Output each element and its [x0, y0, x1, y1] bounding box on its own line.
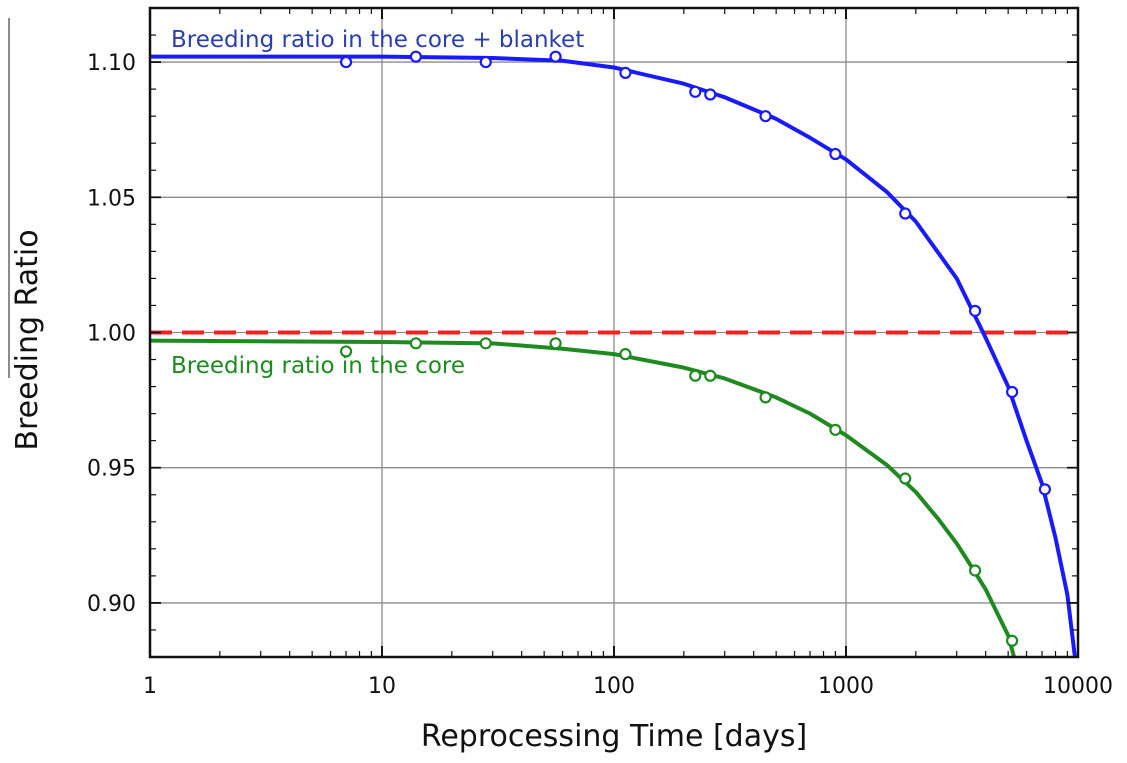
core-blanket-data-point [409, 50, 423, 63]
core-annotation: Breeding ratio in the core [171, 353, 465, 379]
core-blanket-fit-line [150, 54, 1077, 657]
core-data-point [479, 337, 492, 350]
x-tick-label: 100 [593, 674, 635, 699]
x-tick-label: 1 [143, 674, 157, 699]
core-data-point [339, 345, 353, 358]
axis-ticks [149, 8, 1079, 657]
core-blanket-annotation: Breeding ratio in the core + blanket [171, 27, 584, 53]
y-tick-label: 0.90 [87, 592, 136, 617]
x-tick-label: 10000 [1043, 674, 1113, 699]
core-blanket-data-point [619, 66, 632, 80]
y-tick-label: 0.95 [87, 457, 136, 482]
x-tick-label: 1000 [818, 674, 874, 699]
series-group [150, 50, 1077, 657]
core-data-point [689, 369, 702, 382]
x-tick-label: 10 [368, 674, 396, 699]
y-tick-label: 1.10 [87, 51, 136, 76]
x-axis-title: Reprocessing Time [days] [421, 719, 807, 754]
core-blanket-data-point [549, 50, 562, 63]
core-blanket-data-point [479, 55, 492, 69]
core-blanket-data-point [339, 55, 353, 69]
core-data-point [619, 348, 632, 361]
core-blanket-data-point [704, 88, 717, 101]
core-data-point [899, 472, 912, 485]
core-data-point [704, 369, 717, 382]
y-tick-label: 1.05 [87, 186, 136, 211]
core-fit-line [150, 338, 1017, 657]
core-data-point [1006, 634, 1019, 647]
y-tick-label: 1.00 [87, 322, 136, 347]
axis-tick-labels: 1 10 100 1000 10000 0.90 0.95 1.00 1.05 1.10 [87, 51, 1113, 699]
core-blanket-data-point [759, 110, 772, 123]
grid-lines [150, 8, 1078, 657]
core-blanket-data-point [829, 147, 842, 161]
y-axis-title: Breeding Ratio [10, 229, 45, 450]
core-blanket-data-point [1038, 483, 1052, 496]
core-blanket-data-point [899, 207, 912, 220]
core-blanket-data-point [1006, 385, 1019, 399]
core-data-point [829, 423, 842, 436]
core-blanket-data-point [689, 85, 702, 98]
series-annotations: Breeding ratio in the core + blanket Bree… [171, 27, 584, 379]
core-data-point [968, 564, 982, 577]
core-data-point [409, 337, 423, 350]
core-blanket-data-point [968, 304, 982, 317]
core-data-point [759, 391, 772, 404]
core-data-point [549, 337, 562, 350]
